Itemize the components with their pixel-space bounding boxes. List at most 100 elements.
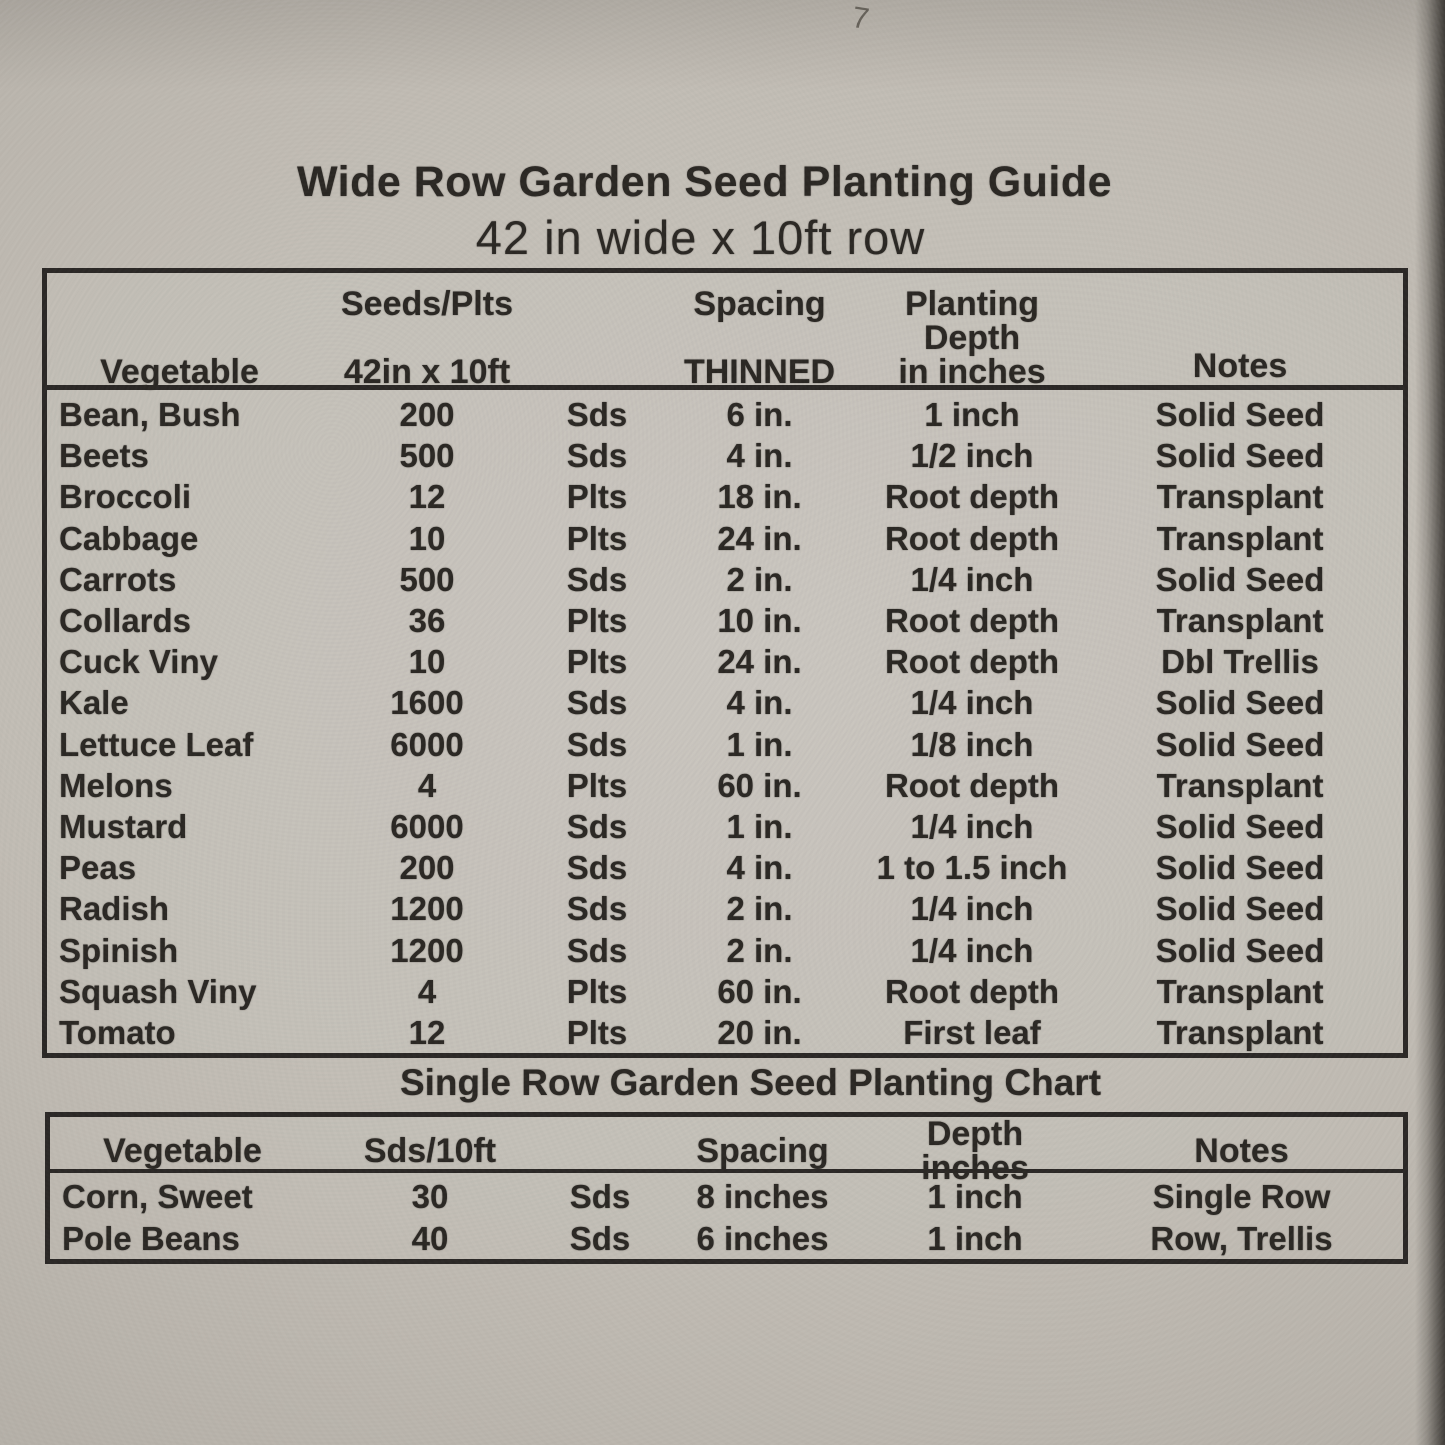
cell-depth: 1 inch [924, 396, 1020, 434]
cell-count: 6000 [390, 807, 464, 845]
cell-unit: Plts [566, 972, 628, 1010]
cell-count: 1600 [390, 684, 464, 722]
cell-count: 1200 [390, 890, 464, 928]
header-spacing: Spacing [696, 1132, 829, 1170]
cell-count: 6000 [390, 725, 464, 763]
table-row: Cabbage 10 Plts 24 in. Root depth Transp… [47, 518, 1403, 559]
single-table-header: Vegetable Sds/10ft Spacing Depth inches … [50, 1117, 1403, 1185]
table-row: Carrots 500 Sds 2 in. 1/4 inch Solid See… [47, 559, 1403, 600]
cell-unit: Sds [566, 560, 628, 598]
cell-depth: Root depth [884, 478, 1060, 516]
cell-count: 1200 [390, 931, 464, 969]
cell-spacing: 6 inches [696, 1220, 829, 1258]
table-row: Mustard 6000 Sds 1 in. 1/4 inch Solid Se… [47, 806, 1403, 847]
cell-depth: 1 inch [927, 1220, 1023, 1258]
cell-spacing: 24 in. [717, 643, 802, 681]
cell-count: 10 [408, 519, 446, 557]
cell-notes: Solid Seed [1155, 807, 1325, 845]
cell-vegetable: Spinish [59, 931, 179, 969]
cell-notes: Solid Seed [1155, 890, 1325, 928]
table-row: Cuck Viny 10 Plts 24 in. Root depth Dbl … [47, 641, 1403, 682]
cell-count: 30 [411, 1177, 449, 1215]
table-row: Peas 200 Sds 4 in. 1 to 1.5 inch Solid S… [47, 847, 1403, 888]
cell-spacing: 8 inches [696, 1177, 829, 1215]
cell-depth: Root depth [884, 766, 1060, 804]
table-row: Broccoli 12 Plts 18 in. Root depth Trans… [47, 476, 1403, 517]
cell-unit: Sds [566, 684, 628, 722]
header-depth: Planting Depth in inches [867, 273, 1077, 401]
single-row-table: Vegetable Sds/10ft Spacing Depth inches … [45, 1112, 1408, 1264]
cell-count: 12 [408, 1013, 446, 1051]
cell-unit: Sds [566, 931, 628, 969]
table-row: Pole Beans 40 Sds 6 inches 1 inch Row, T… [50, 1218, 1403, 1261]
header-spacing-line2: THINNED [683, 353, 836, 391]
header-notes-label: Notes [1192, 347, 1288, 385]
header-spacing-line1: Spacing [693, 285, 826, 323]
cell-unit: Plts [566, 1013, 628, 1051]
cell-notes: Solid Seed [1155, 560, 1325, 598]
cell-depth: 1 inch [927, 1177, 1023, 1215]
cell-depth: 1/4 inch [910, 931, 1034, 969]
cell-depth: Root depth [884, 972, 1060, 1010]
cell-spacing: 2 in. [726, 890, 793, 928]
header-seeds: Sds/10ft [363, 1132, 497, 1170]
cell-unit: Plts [566, 766, 628, 804]
header-seeds-line1: Seeds/Plts [341, 285, 513, 323]
cell-vegetable: Squash Viny [59, 972, 257, 1010]
cell-vegetable: Melons [59, 766, 173, 804]
cell-notes: Solid Seed [1155, 396, 1325, 434]
cell-vegetable: Mustard [59, 807, 188, 845]
cell-depth: Root depth [884, 643, 1060, 681]
header-notes: Notes [1194, 1132, 1289, 1170]
cell-spacing: 6 in. [726, 396, 793, 434]
cell-notes: Transplant [1156, 972, 1324, 1010]
cell-notes: Single Row [1152, 1177, 1331, 1215]
header-depth: Depth inches [921, 1115, 1029, 1187]
cell-notes: Solid Seed [1155, 849, 1325, 887]
cell-notes: Solid Seed [1155, 684, 1325, 722]
header-depth-line1: Planting Depth [904, 285, 1040, 357]
table-row: Squash Viny 4 Plts 60 in. Root depth Tra… [47, 971, 1403, 1012]
cell-spacing: 60 in. [717, 972, 802, 1010]
header-unit-empty [542, 273, 652, 401]
header-depth-line2: in inches [898, 353, 1046, 391]
cell-count: 4 [417, 972, 437, 1010]
header-spacer [542, 287, 652, 321]
header-vegetable: Vegetable [47, 273, 312, 401]
header-spacing: Spacing THINNED [652, 273, 867, 401]
cell-count: 12 [408, 478, 446, 516]
header-vegetable-label: Vegetable [100, 353, 259, 391]
cell-vegetable: Lettuce Leaf [59, 725, 254, 763]
page-subtitle: 42 in wide x 10ft row [475, 211, 926, 264]
cell-unit: Plts [566, 519, 628, 557]
cell-unit: Sds [566, 725, 628, 763]
cell-spacing: 1 in. [726, 807, 793, 845]
cell-depth: 1 to 1.5 inch [876, 849, 1068, 887]
cell-vegetable: Carrots [59, 560, 177, 598]
cell-vegetable: Corn, Sweet [62, 1177, 253, 1215]
wide-table-header: Vegetable Seeds/Plts 42in x 10ft Spacing… [47, 273, 1403, 390]
cell-notes: Transplant [1156, 1013, 1324, 1051]
cell-count: 200 [399, 396, 455, 434]
wide-row-table: Vegetable Seeds/Plts 42in x 10ft Spacing… [42, 268, 1408, 1058]
cell-spacing: 24 in. [717, 519, 802, 557]
single-row-section-title: Single Row Garden Seed Planting Chart [399, 1062, 1102, 1103]
cell-spacing: 4 in. [726, 849, 793, 887]
single-table-body: Corn, Sweet 30 Sds 8 inches 1 inch Singl… [50, 1173, 1403, 1260]
table-row: Radish 1200 Sds 2 in. 1/4 inch Solid See… [47, 888, 1403, 929]
cell-vegetable: Cuck Viny [59, 643, 218, 681]
cell-spacing: 20 in. [717, 1013, 802, 1051]
cell-spacing: 4 in. [726, 437, 793, 475]
cell-notes: Solid Seed [1155, 931, 1325, 969]
cell-unit: Sds [566, 849, 628, 887]
cell-depth: Root depth [884, 519, 1060, 557]
cell-count: 200 [399, 849, 455, 887]
cell-unit: Sds [569, 1220, 631, 1258]
cell-depth: 1/4 inch [910, 807, 1034, 845]
cell-notes: Row, Trellis [1150, 1220, 1333, 1258]
cell-spacing: 2 in. [726, 560, 793, 598]
header-spacer [1077, 287, 1403, 321]
cell-notes: Dbl Trellis [1161, 643, 1319, 681]
cell-notes: Transplant [1156, 519, 1324, 557]
